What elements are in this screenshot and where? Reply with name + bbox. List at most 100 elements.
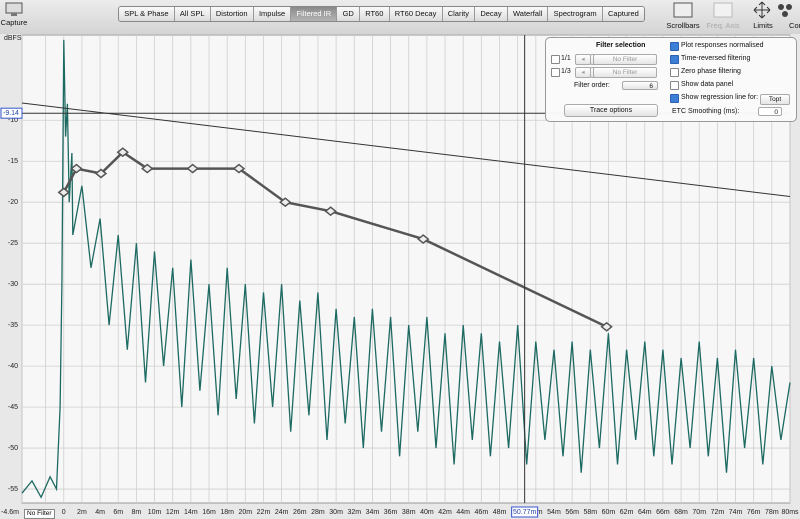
trace xyxy=(21,39,791,499)
y-tick-label: -50 xyxy=(8,445,18,452)
y-tick-label: -20 xyxy=(8,199,18,206)
option-label: Show regression line for: xyxy=(681,94,759,101)
x-tick-label: 64m xyxy=(638,509,652,516)
x-tick-label: 76m xyxy=(747,509,761,516)
x-tick-label: -4.6m xyxy=(1,509,19,516)
marker xyxy=(116,147,129,158)
octave-label: 1/3 xyxy=(561,68,571,75)
x-tick-label: 60m xyxy=(602,509,616,516)
x-tick-label: 8m xyxy=(132,509,142,516)
y-axis-label: dBFS xyxy=(4,35,22,42)
x-tick-label: 62m xyxy=(620,509,634,516)
x-tick-label: 2m xyxy=(77,509,87,516)
marker xyxy=(94,168,108,179)
right-icons xyxy=(673,1,792,19)
footer-filter: No Filter xyxy=(24,509,55,519)
capture-icon[interactable] xyxy=(0,2,28,20)
etc-smoothing-input[interactable]: 0 xyxy=(758,107,782,116)
x-tick-label: 16m xyxy=(202,509,216,516)
checkbox[interactable] xyxy=(670,94,679,103)
tab[interactable]: Spectrogram xyxy=(548,7,603,21)
checkbox[interactable] xyxy=(670,68,679,77)
tab-bar: SPL & Phase All SPL Distortion Impulse Filte… xyxy=(118,6,646,22)
x-tick-label: 44m xyxy=(456,509,470,516)
x-tick-label: 0 xyxy=(62,509,66,516)
marker xyxy=(600,321,613,332)
marker xyxy=(324,206,337,217)
cursor-y-label: -9.14 xyxy=(3,110,19,117)
icon xyxy=(782,11,788,17)
tab[interactable]: Captured xyxy=(602,7,645,21)
filter-order-dropdown[interactable]: 6 xyxy=(622,81,658,90)
toolbar-button[interactable]: Freq. Axis xyxy=(706,21,740,30)
checkbox[interactable] xyxy=(670,55,679,64)
checkbox[interactable] xyxy=(551,55,560,64)
tab[interactable]: RT60 xyxy=(360,7,390,21)
tab[interactable]: RT60 Decay xyxy=(389,7,443,21)
x-tick-label: 66m xyxy=(656,509,670,516)
x-tick-label: 36m xyxy=(384,509,398,516)
x-tick-label: 40m xyxy=(420,509,434,516)
arrow-button[interactable]: ◂ xyxy=(575,67,591,78)
etc-smoothing-label: ETC Smoothing (ms): xyxy=(672,108,740,115)
tab[interactable]: Waterfall xyxy=(507,7,549,21)
checkbox[interactable] xyxy=(670,81,679,90)
x-tick-label: 30m xyxy=(329,509,343,516)
x-tick-label: 20m xyxy=(239,509,253,516)
tab[interactable]: Impulse xyxy=(253,7,292,21)
icon xyxy=(778,4,784,10)
tab[interactable]: SPL & Phase xyxy=(119,7,175,21)
option-label: Zero phase filtering xyxy=(681,68,741,75)
x-tick-label: 48m xyxy=(493,509,507,516)
x-tick-label: 68m xyxy=(674,509,688,516)
icon xyxy=(673,2,693,18)
x-tick-label: 22m xyxy=(257,509,271,516)
x-tick-label: 54m xyxy=(547,509,561,516)
control-panel: Filter selection Filter order: 6 Trace o… xyxy=(545,37,797,122)
icon xyxy=(5,2,23,14)
y-tick-label: -35 xyxy=(8,322,18,329)
cursor-x-label: 50.77m xyxy=(513,509,537,516)
toolbar-button[interactable]: Controls xyxy=(789,21,800,30)
x-tick-label: 56m xyxy=(565,509,579,516)
checkbox[interactable] xyxy=(551,68,560,77)
checkbox[interactable] xyxy=(670,42,679,51)
y-tick-label: -30 xyxy=(8,281,18,288)
filter-dropdown[interactable]: No Filter xyxy=(593,67,657,78)
icon xyxy=(713,2,733,18)
filter-dropdown[interactable]: No Filter xyxy=(593,54,657,65)
marker xyxy=(232,163,246,174)
x-tick-label: 38m xyxy=(402,509,416,516)
marker xyxy=(417,234,430,245)
marker xyxy=(186,163,199,174)
tab[interactable]: Distortion xyxy=(210,7,254,21)
capture-label[interactable]: Capture xyxy=(0,18,28,27)
tab[interactable]: Clarity xyxy=(442,7,476,21)
y-tick-label: -15 xyxy=(8,158,18,165)
tab[interactable]: GD xyxy=(337,7,360,21)
tab[interactable]: All SPL xyxy=(174,7,211,21)
tab[interactable]: Decay xyxy=(475,7,508,21)
x-tick-label: 14m xyxy=(184,509,198,516)
regression-dropdown[interactable]: Topt xyxy=(760,94,790,105)
tab[interactable]: Filtered IR xyxy=(291,7,338,21)
option-label: Plot responses normalised xyxy=(681,42,764,49)
y-tick-label: -25 xyxy=(8,240,18,247)
x-tick-label: 28m xyxy=(311,509,325,516)
toolbar-button[interactable]: Scrollbars xyxy=(666,21,700,30)
y-tick-label: -40 xyxy=(8,363,18,370)
marker xyxy=(70,163,83,174)
marker xyxy=(279,197,292,208)
cursor-label-box xyxy=(511,506,539,518)
x-tick-label: 32m xyxy=(347,509,361,516)
x-tick-label: 74m xyxy=(729,509,743,516)
x-tick-label: 72m xyxy=(711,509,725,516)
icon xyxy=(11,13,17,16)
trace-options-button[interactable]: Trace options xyxy=(564,104,658,117)
toolbar-button[interactable]: Limits xyxy=(753,21,773,30)
arrow-button[interactable]: ◂ xyxy=(575,54,591,65)
x-tick-label: 46m xyxy=(475,509,489,516)
filter-order-label: Filter order: xyxy=(574,82,610,89)
toolbar: Capture SPL & Phase All SPL Distortion Impu… xyxy=(0,0,800,35)
